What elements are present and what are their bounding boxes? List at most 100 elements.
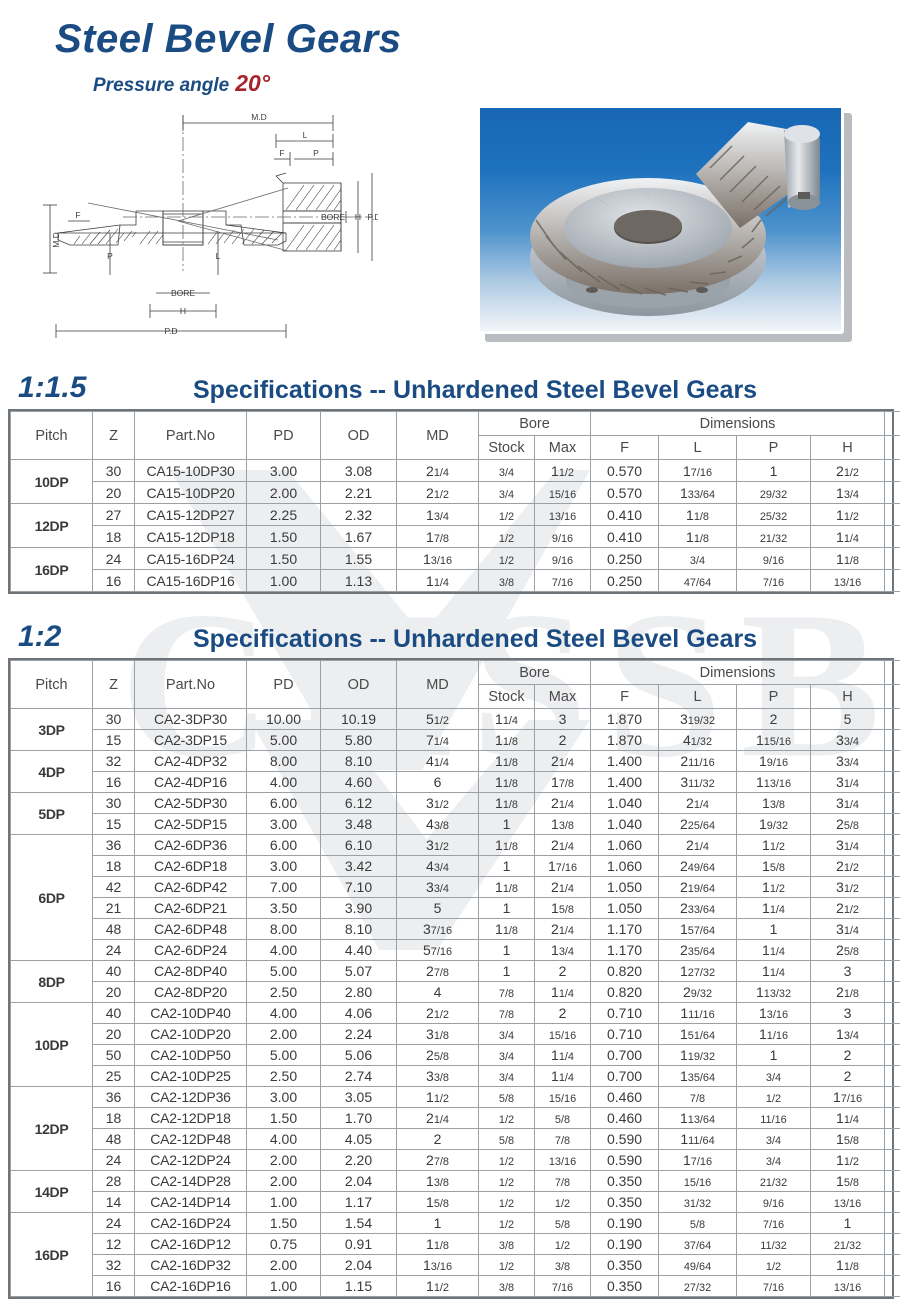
cell-pd: 5.00 [247, 730, 321, 751]
cell-md: 21/2 [397, 482, 479, 504]
cell-pd: 5.00 [247, 961, 321, 982]
cell-z: 32 [93, 1255, 135, 1276]
cell-wt: 0.5 [885, 1171, 900, 1192]
cell-stock: 1 [479, 961, 535, 982]
diagram-label-p-top: P [313, 148, 319, 158]
cell-h: 25/8 [811, 940, 885, 961]
cell-l: 21/4 [659, 835, 737, 856]
th2-bore-stock: Stock [479, 685, 535, 709]
cell-h: 33/4 [811, 730, 885, 751]
cell-od: 3.05 [321, 1087, 397, 1108]
cell-p: 9/16 [737, 1192, 811, 1213]
cell-partno: CA2-6DP24 [135, 940, 247, 961]
cell-od: 8.10 [321, 751, 397, 772]
cell-md: 13/16 [397, 548, 479, 570]
cell-od: 7.10 [321, 877, 397, 898]
cell-l: 31/32 [659, 1192, 737, 1213]
cell-wt: 3.0 [885, 982, 900, 1003]
cell-partno: CA2-10DP50 [135, 1045, 247, 1066]
cell-p: 21/32 [737, 526, 811, 548]
cell-f: 1.040 [591, 793, 659, 814]
cell-pd: 2.50 [247, 1066, 321, 1087]
cell-l: 225/64 [659, 814, 737, 835]
cell-h: 11/2 [811, 504, 885, 526]
cell-md: 43/8 [397, 814, 479, 835]
cell-h: 13/16 [811, 570, 885, 592]
cell-md: 13/8 [397, 1171, 479, 1192]
cell-p: 11/16 [737, 1024, 811, 1045]
ratio-label-1: 1:1.5 [18, 373, 193, 403]
cell-pitch: 10DP [11, 460, 93, 504]
th-dimensions-group: Dimensions [591, 412, 885, 436]
cell-pitch: 3DP [11, 709, 93, 751]
cell-z: 40 [93, 961, 135, 982]
cell-stock: 11/8 [479, 877, 535, 898]
page-title: Steel Bevel Gears [55, 18, 900, 60]
cell-p: 13/8 [737, 793, 811, 814]
cell-pitch: 4DP [11, 751, 93, 793]
cell-partno: CA2-6DP18 [135, 856, 247, 877]
cell-wt: 13.7 [885, 730, 900, 751]
cell-wt: 11.8 [885, 919, 900, 940]
cell-partno: CA2-12DP48 [135, 1129, 247, 1150]
th-bore-max: Max [535, 436, 591, 460]
cell-z: 27 [93, 504, 135, 526]
cell-h: 11/8 [811, 1255, 885, 1276]
diagram-label-l-lower: L [216, 251, 221, 261]
cell-od: 5.80 [321, 730, 397, 751]
cell-f: 0.190 [591, 1213, 659, 1234]
cell-wt: 0.1 [885, 1276, 900, 1297]
cell-pd: 2.25 [247, 504, 321, 526]
cell-od: 10.19 [321, 709, 397, 730]
cell-stock: 7/8 [479, 982, 535, 1003]
cell-pd: 1.50 [247, 1213, 321, 1234]
th2-partno: Part.No [135, 661, 247, 709]
th-bore-group: Bore [479, 412, 591, 436]
cell-max: 11/4 [535, 982, 591, 1003]
cell-z: 14 [93, 1192, 135, 1213]
cell-l: 111/16 [659, 1003, 737, 1024]
cell-md: 31/2 [397, 835, 479, 856]
cell-h: 3 [811, 1003, 885, 1024]
cell-l: 49/64 [659, 1255, 737, 1276]
th2-wt-group: wt [885, 661, 900, 685]
cell-stock: 11/8 [479, 793, 535, 814]
cell-h: 31/2 [811, 877, 885, 898]
cell-l: 3/4 [659, 548, 737, 570]
bevel-gear-cross-section-diagram: M.D L F P M.D F P L BORE H P.D BORE H P.… [28, 103, 378, 343]
cell-f: 0.350 [591, 1255, 659, 1276]
cell-f: 0.460 [591, 1087, 659, 1108]
cell-partno: CA15-10DP20 [135, 482, 247, 504]
th2-dimensions-group: Dimensions [591, 661, 885, 685]
cell-h: 21/2 [811, 898, 885, 919]
th-md: MD [397, 412, 479, 460]
th2-bore-group: Bore [479, 661, 591, 685]
cell-wt: 0.1 [885, 570, 900, 592]
cell-f: 0.460 [591, 1108, 659, 1129]
cell-f: 1.400 [591, 772, 659, 793]
cell-stock: 3/4 [479, 1024, 535, 1045]
th-wt-unit: Lbs [885, 436, 900, 460]
cell-max: 2 [535, 961, 591, 982]
spec-table-1-wrapper: Pitch Z Part.No PD OD MD Bore Dimensions… [8, 409, 894, 594]
cell-max: 13/16 [535, 504, 591, 526]
cell-od: 2.04 [321, 1171, 397, 1192]
cell-l: 211/16 [659, 751, 737, 772]
cell-max: 13/16 [535, 1150, 591, 1171]
th-pitch: Pitch [11, 412, 93, 460]
cell-f: 0.700 [591, 1066, 659, 1087]
cell-z: 21 [93, 898, 135, 919]
cell-p: 13/16 [737, 1003, 811, 1024]
cell-l: 127/32 [659, 961, 737, 982]
cell-p: 3/4 [737, 1150, 811, 1171]
cell-pd: 7.00 [247, 877, 321, 898]
cell-f: 0.820 [591, 961, 659, 982]
